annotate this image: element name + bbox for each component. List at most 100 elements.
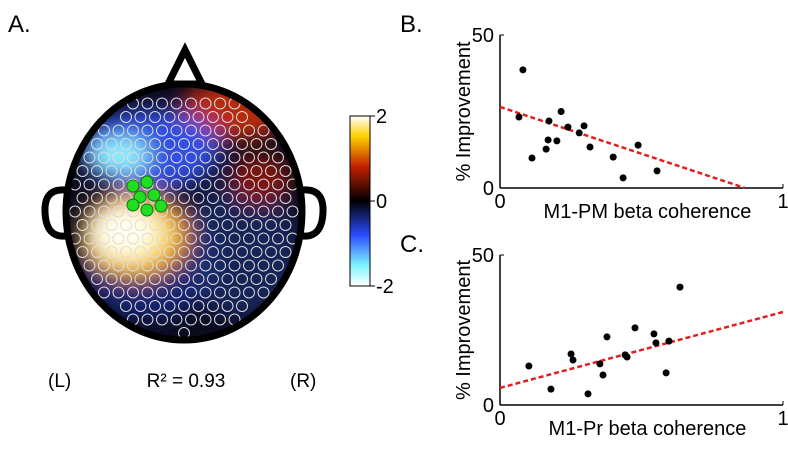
point bbox=[528, 154, 536, 162]
electrode bbox=[199, 259, 212, 272]
electrode bbox=[185, 151, 197, 164]
electrode bbox=[192, 219, 205, 231]
y-tick-label: 0 bbox=[483, 395, 494, 417]
electrode bbox=[199, 97, 212, 110]
electrode bbox=[265, 165, 277, 177]
electrode bbox=[134, 300, 147, 312]
electrode bbox=[207, 246, 219, 258]
electrode bbox=[134, 273, 147, 285]
electrode bbox=[156, 232, 168, 245]
electrode bbox=[221, 273, 234, 285]
electrode bbox=[228, 259, 241, 272]
x-axis-label: M1-Pr beta coherence bbox=[549, 418, 747, 440]
electrode bbox=[105, 165, 118, 177]
electrode bbox=[185, 313, 197, 326]
electrode bbox=[112, 178, 125, 191]
electrode bbox=[199, 178, 212, 191]
electrode bbox=[170, 151, 183, 164]
electrode bbox=[228, 286, 241, 299]
point bbox=[596, 360, 604, 368]
electrode bbox=[250, 192, 263, 204]
x-tick-label: 1 bbox=[777, 191, 788, 213]
electrode bbox=[199, 313, 212, 326]
colorbar-tick-label: 2 bbox=[376, 106, 387, 128]
electrode bbox=[134, 111, 147, 123]
electrode bbox=[149, 111, 161, 123]
electrode bbox=[98, 232, 110, 245]
electrode bbox=[221, 246, 234, 258]
point bbox=[631, 324, 639, 332]
point bbox=[653, 167, 661, 175]
electrode bbox=[243, 232, 255, 245]
electrode bbox=[286, 205, 299, 218]
electrode bbox=[272, 178, 284, 191]
colorbar bbox=[349, 115, 371, 287]
electrode bbox=[120, 111, 132, 123]
electrode bbox=[192, 192, 205, 204]
side-label: (L) bbox=[48, 371, 71, 392]
electrode bbox=[170, 124, 183, 137]
side-label: (R) bbox=[290, 371, 316, 392]
point bbox=[603, 333, 611, 341]
electrode bbox=[192, 138, 205, 150]
electrode bbox=[76, 192, 89, 204]
electrode bbox=[83, 178, 96, 191]
electrode bbox=[141, 286, 154, 299]
electrode bbox=[170, 259, 183, 272]
electrode bbox=[149, 219, 161, 231]
electrode bbox=[236, 165, 248, 177]
electrode bbox=[105, 246, 118, 258]
electrode bbox=[257, 286, 270, 299]
point bbox=[586, 143, 594, 151]
electrode bbox=[214, 259, 226, 272]
electrode bbox=[265, 273, 277, 285]
electrode bbox=[243, 178, 255, 191]
electrode bbox=[279, 192, 292, 204]
point bbox=[547, 385, 555, 393]
electrode bbox=[243, 124, 255, 137]
electrode bbox=[185, 124, 197, 137]
electrode bbox=[192, 111, 205, 123]
electrode bbox=[156, 97, 168, 110]
electrode bbox=[257, 124, 270, 137]
electrode bbox=[141, 313, 154, 326]
electrode bbox=[236, 300, 248, 312]
electrode bbox=[83, 259, 96, 272]
electrode bbox=[163, 300, 176, 312]
electrodes bbox=[69, 97, 299, 339]
electrode bbox=[98, 205, 110, 218]
electrode bbox=[141, 97, 154, 110]
electrode bbox=[141, 151, 154, 164]
electrode bbox=[134, 219, 147, 231]
electrode bbox=[250, 219, 263, 231]
electrode bbox=[127, 259, 139, 272]
point bbox=[575, 129, 583, 137]
colorbar-tick-label: -2 bbox=[376, 276, 394, 298]
electrode bbox=[178, 273, 190, 285]
point bbox=[519, 66, 527, 74]
electrode bbox=[170, 286, 183, 299]
heat-field bbox=[66, 84, 302, 340]
electrode bbox=[207, 111, 219, 123]
electrode bbox=[257, 259, 270, 272]
electrode bbox=[228, 232, 241, 245]
x-tick-label: 1 bbox=[777, 408, 788, 430]
electrode bbox=[163, 246, 176, 258]
electrode bbox=[76, 219, 89, 231]
fit-line bbox=[499, 310, 784, 390]
electrode bbox=[214, 313, 226, 326]
electrode bbox=[279, 219, 292, 231]
electrode bbox=[163, 138, 176, 150]
electrode bbox=[207, 219, 219, 231]
electrode bbox=[178, 165, 190, 177]
electrode bbox=[163, 219, 176, 231]
electrode bbox=[127, 124, 139, 137]
panel-label: B. bbox=[400, 11, 423, 38]
y-axis-label: % Improvement bbox=[453, 41, 475, 181]
electrode bbox=[199, 205, 212, 218]
electrode bbox=[76, 246, 89, 258]
electrode bbox=[192, 246, 205, 258]
point bbox=[515, 113, 523, 121]
electrode bbox=[156, 178, 168, 191]
electrode bbox=[178, 219, 190, 231]
